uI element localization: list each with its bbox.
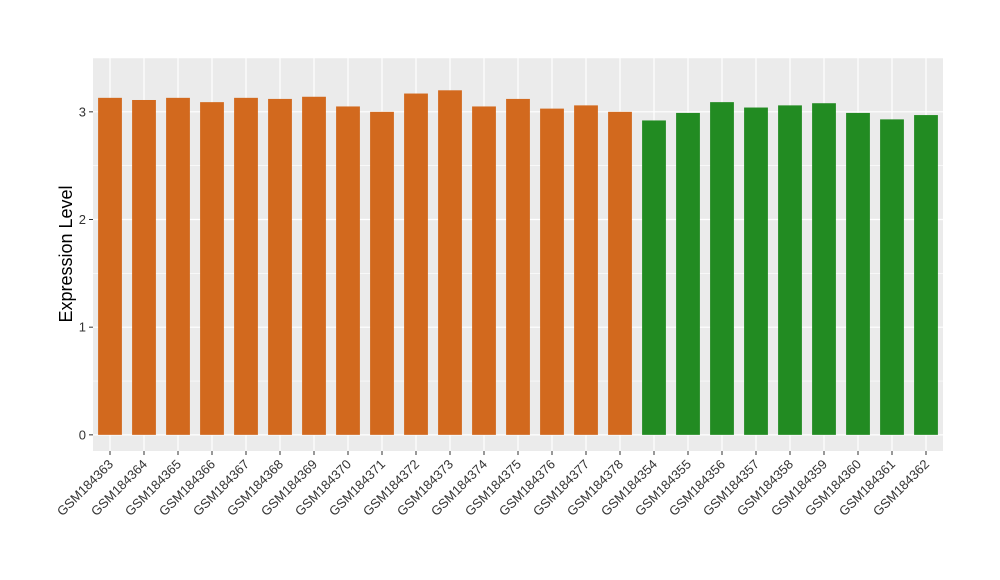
bar-GSM184361 (880, 119, 904, 435)
bar-GSM184360 (846, 112, 870, 435)
bar-GSM184370 (336, 106, 360, 435)
y-tick-label: 2 (79, 212, 86, 227)
bar-GSM184366 (200, 102, 224, 435)
y-tick-label: 0 (79, 427, 86, 442)
bar-GSM184354 (642, 120, 666, 435)
bar-GSM184365 (166, 97, 190, 435)
bar-GSM184356 (710, 102, 734, 435)
bar-GSM184368 (268, 98, 292, 435)
y-tick-label: 1 (79, 320, 86, 335)
bars (98, 90, 938, 435)
bar-GSM184374 (472, 106, 496, 435)
bar-GSM184357 (744, 107, 768, 435)
y-axis-title: Expression Level (56, 185, 76, 322)
bar-GSM184372 (404, 93, 428, 435)
bar-GSM184371 (370, 111, 394, 435)
bar-GSM184367 (234, 97, 258, 435)
bar-GSM184364 (132, 99, 156, 435)
bar-GSM184378 (608, 111, 632, 435)
y-axis: 0 1 2 3 (79, 104, 93, 442)
bar-GSM184358 (778, 105, 802, 435)
x-axis: GSM184363GSM184364GSM184365GSM184366GSM1… (54, 451, 932, 519)
bar-GSM184355 (676, 112, 700, 435)
bar-GSM184376 (540, 108, 564, 435)
bar-GSM184362 (914, 115, 938, 435)
bar-GSM184363 (98, 97, 122, 435)
bar-GSM184375 (506, 98, 530, 435)
bar-GSM184359 (812, 103, 836, 435)
y-tick-label: 3 (79, 104, 86, 119)
bar-GSM184373 (438, 90, 462, 435)
bar-GSM184369 (302, 96, 326, 435)
bar-GSM184377 (574, 105, 598, 435)
